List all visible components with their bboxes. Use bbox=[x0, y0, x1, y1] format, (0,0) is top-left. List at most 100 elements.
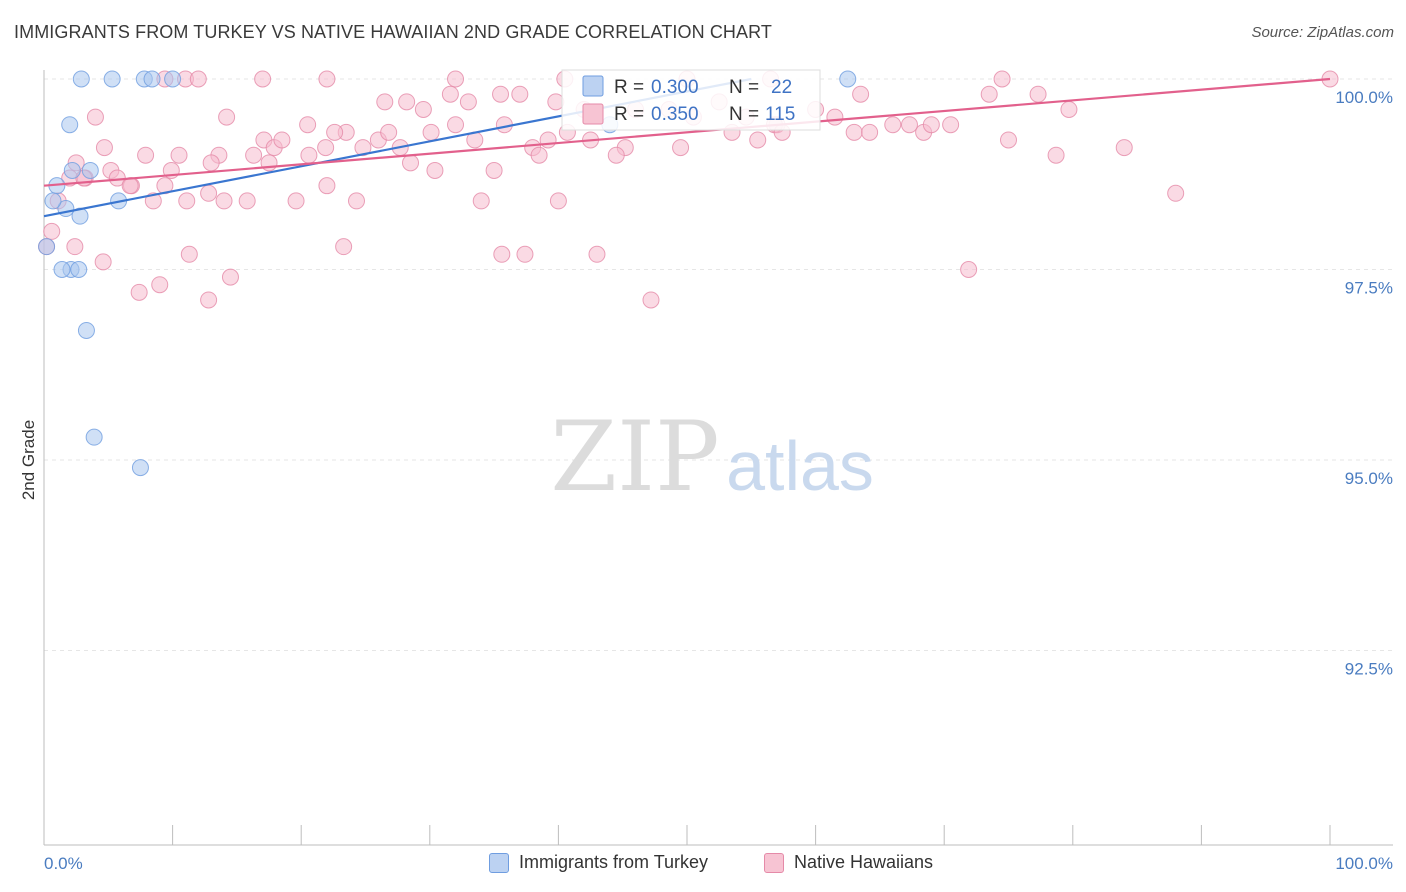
legend-r-value-hawaiian: 0.350 bbox=[651, 104, 699, 125]
data-point bbox=[72, 70, 90, 88]
data-point bbox=[130, 283, 148, 301]
legend-label-hawaiian: Native Hawaiians bbox=[794, 852, 934, 872]
data-point bbox=[900, 116, 918, 134]
legend-swatch-turkey-bottom bbox=[489, 852, 509, 873]
data-point bbox=[980, 85, 998, 103]
data-point bbox=[993, 70, 1011, 88]
data-point bbox=[530, 146, 548, 164]
data-point bbox=[53, 261, 71, 278]
data-point bbox=[845, 123, 863, 141]
data-point bbox=[472, 192, 490, 210]
legend-swatch-turkey bbox=[582, 75, 604, 97]
y-tick-label: 100.0% bbox=[1335, 88, 1393, 107]
data-point bbox=[414, 100, 432, 118]
data-point bbox=[354, 139, 372, 157]
legend-label-turkey: Immigrants from Turkey bbox=[519, 852, 709, 872]
x-tick-min: 0.0% bbox=[44, 854, 83, 873]
data-point bbox=[70, 261, 88, 278]
data-point bbox=[447, 116, 465, 134]
data-point bbox=[1167, 184, 1185, 202]
data-point bbox=[549, 192, 567, 210]
data-point bbox=[66, 238, 84, 256]
x-tick-max: 100.0% bbox=[1335, 854, 1393, 873]
data-point bbox=[398, 93, 416, 111]
data-point bbox=[318, 70, 336, 88]
data-point bbox=[642, 291, 660, 309]
legend-swatch-hawaiian bbox=[582, 103, 604, 125]
data-point bbox=[459, 93, 477, 111]
data-point bbox=[215, 192, 233, 210]
data-point bbox=[245, 146, 263, 164]
data-point bbox=[273, 131, 291, 149]
legend-item-turkey[interactable]: Immigrants from Turkey bbox=[489, 852, 708, 873]
legend-n-value-hawaiian: 115 bbox=[765, 104, 795, 125]
data-point bbox=[839, 70, 857, 88]
watermark-atlas: atlas bbox=[726, 427, 874, 505]
data-point bbox=[942, 116, 960, 134]
data-point bbox=[852, 85, 870, 103]
axes bbox=[43, 70, 1393, 846]
series-legend: Immigrants from Turkey Native Hawaiians bbox=[0, 850, 1406, 880]
legend-r-label-hawaiian: R = bbox=[614, 104, 644, 125]
data-point bbox=[77, 321, 95, 339]
data-point bbox=[81, 161, 99, 179]
data-point bbox=[318, 177, 336, 195]
data-point bbox=[485, 161, 503, 179]
data-point bbox=[511, 85, 529, 103]
y-tick-label: 92.5% bbox=[1345, 660, 1393, 679]
data-point bbox=[178, 192, 196, 210]
legend-swatch-hawaiian-bottom bbox=[764, 852, 784, 873]
y-tick-label: 95.0% bbox=[1345, 469, 1393, 488]
gridlines bbox=[44, 78, 1393, 651]
data-point bbox=[347, 192, 365, 210]
data-point bbox=[200, 184, 218, 202]
data-point bbox=[44, 192, 62, 210]
data-point bbox=[85, 428, 103, 446]
legend-n-label-turkey: N = bbox=[729, 77, 759, 98]
data-point bbox=[300, 146, 318, 164]
data-point bbox=[326, 123, 344, 141]
data-point bbox=[200, 291, 218, 309]
legend-n-label-hawaiian: N = bbox=[729, 104, 759, 125]
data-point bbox=[376, 93, 394, 111]
data-point bbox=[672, 139, 690, 157]
data-point bbox=[588, 245, 606, 263]
data-point bbox=[492, 85, 510, 103]
legend-item-hawaiian[interactable]: Native Hawaiians bbox=[764, 852, 933, 873]
data-point bbox=[861, 123, 879, 141]
data-point bbox=[1029, 85, 1047, 103]
data-point bbox=[254, 70, 272, 88]
data-point bbox=[749, 131, 767, 149]
data-point bbox=[1115, 139, 1133, 157]
legend-r-label-turkey: R = bbox=[614, 77, 644, 98]
source-label: Source: ZipAtlas.com bbox=[1251, 24, 1394, 41]
data-point bbox=[131, 459, 149, 477]
data-point bbox=[539, 131, 557, 149]
data-point bbox=[103, 70, 121, 88]
data-point bbox=[422, 123, 440, 141]
data-point bbox=[86, 108, 104, 126]
data-point bbox=[137, 146, 155, 164]
y-tick-label: 97.5% bbox=[1345, 279, 1393, 298]
data-point bbox=[94, 253, 112, 271]
data-point bbox=[516, 245, 534, 263]
chart-title: IMMIGRANTS FROM TURKEY VS NATIVE HAWAIIA… bbox=[14, 22, 772, 42]
data-point bbox=[38, 238, 56, 256]
data-point bbox=[43, 222, 61, 240]
data-point bbox=[1000, 131, 1017, 149]
legend-r-value-turkey: 0.300 bbox=[651, 77, 699, 98]
data-point bbox=[218, 108, 236, 126]
data-point bbox=[164, 70, 182, 88]
y-axis-label: 2nd Grade bbox=[19, 420, 38, 500]
data-point bbox=[547, 93, 565, 111]
legend-n-value-turkey: 22 bbox=[771, 77, 792, 98]
data-point bbox=[180, 245, 198, 263]
data-point bbox=[380, 123, 398, 141]
data-point bbox=[317, 139, 335, 157]
data-point bbox=[826, 108, 844, 126]
data-point bbox=[170, 146, 188, 164]
data-point bbox=[1047, 146, 1065, 164]
data-point bbox=[143, 70, 161, 88]
trend-line bbox=[43, 77, 1331, 187]
stats-legend: R = 0.300 N = 22 R = 0.350 N = 115 bbox=[561, 69, 821, 131]
